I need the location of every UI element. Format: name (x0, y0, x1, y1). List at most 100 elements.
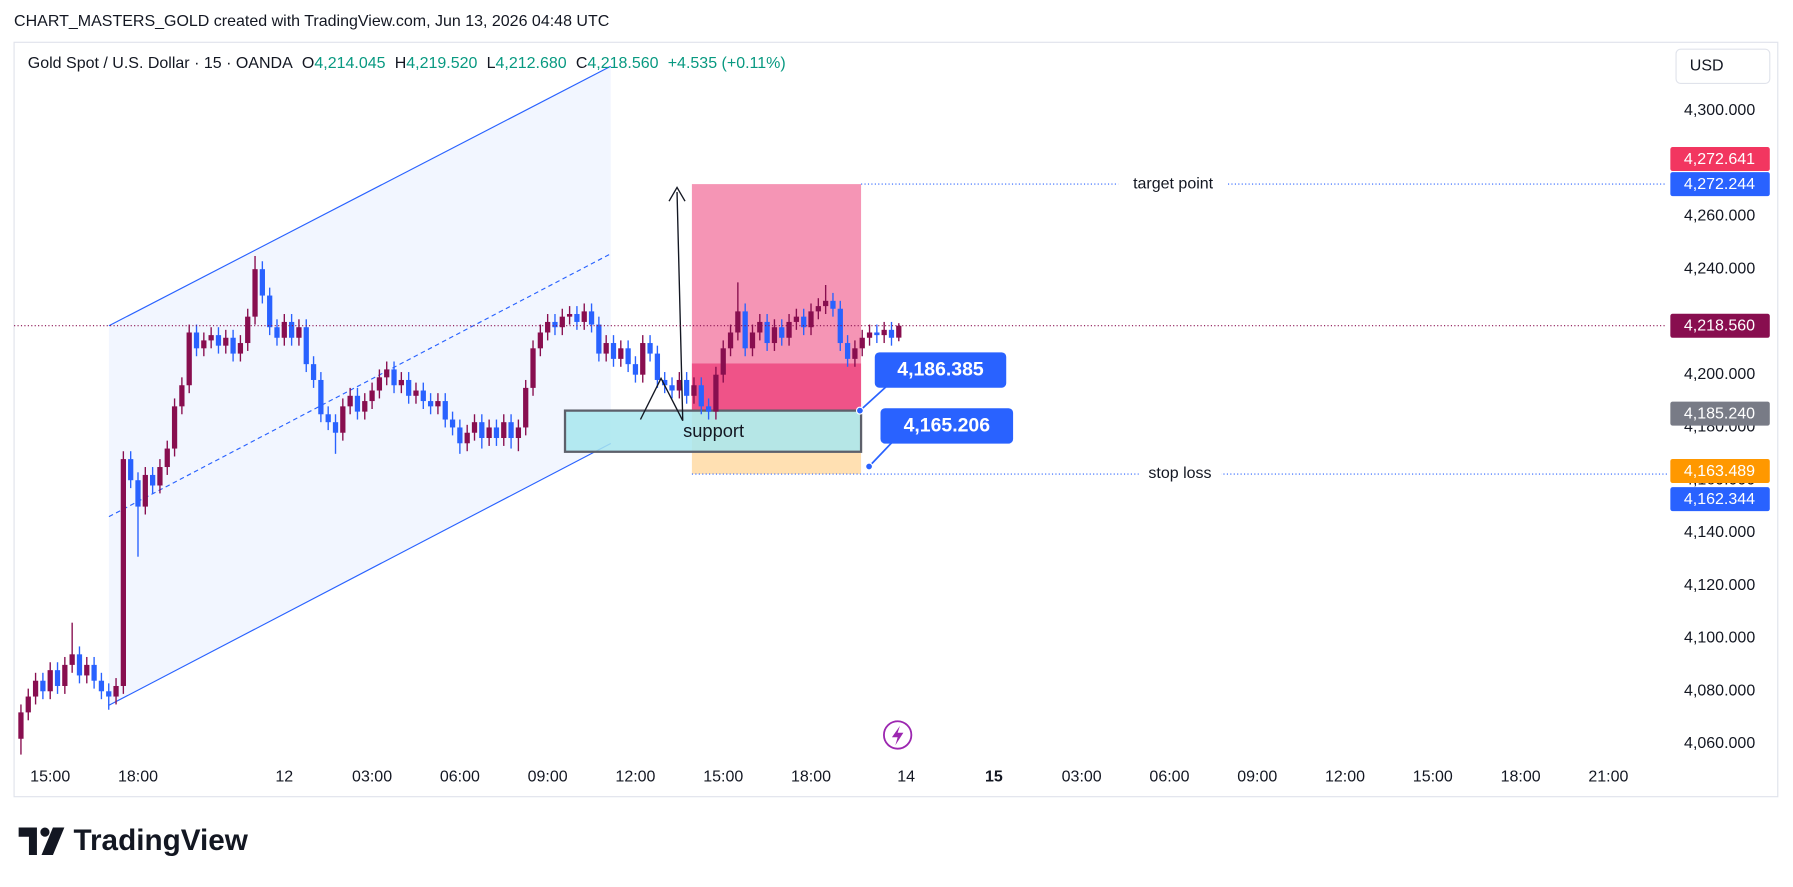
candle-body (362, 401, 368, 412)
candle-body (684, 379, 690, 396)
candle-body (142, 474, 148, 507)
candle-body (705, 406, 712, 412)
attribution: CHART_MASTERS_GOLD created with TradingV… (14, 13, 609, 30)
candle-body (523, 387, 529, 428)
x-tick-label: 18:00 (118, 768, 158, 785)
candle-body (596, 324, 602, 354)
candle-body (376, 377, 383, 391)
candle-body (18, 712, 24, 739)
icon-bolt[interactable] (891, 725, 904, 746)
candle-body (347, 395, 353, 407)
x-tick-label: 18:00 (791, 768, 831, 785)
legend-value: 4,218.560 (587, 55, 658, 72)
candle-body (340, 406, 346, 433)
y-tick-label: 4,260.000 (1684, 208, 1755, 225)
candle-body (354, 395, 361, 412)
candle-body (179, 385, 185, 407)
candle-body (62, 664, 68, 686)
candle-body (98, 680, 105, 692)
x-tick-label: 12 (275, 768, 293, 785)
overlay: 4,060.000 4,080.000 4,100.000 4,120.000 4,14… (14, 102, 1770, 786)
candle-body (588, 311, 595, 325)
candle-body (479, 422, 485, 439)
candle-body (369, 390, 375, 402)
price-label: 4,185.240 (1684, 405, 1755, 422)
candle-body (413, 390, 419, 396)
candle-body (76, 654, 83, 676)
candle-body (435, 401, 441, 407)
candle-body (69, 654, 75, 665)
label-bg (1138, 463, 1222, 485)
candle-body (654, 353, 661, 380)
candle-body (420, 390, 426, 402)
candle-body (384, 369, 390, 378)
candle-body (296, 327, 302, 338)
currency-button[interactable] (1675, 48, 1771, 85)
x-tick-label: 15:00 (1413, 768, 1453, 785)
price-label: 4,162.344 (1684, 491, 1755, 508)
y-tick-label: 4,060.000 (1684, 735, 1755, 752)
price-label: 4,218.560 (1684, 318, 1755, 335)
callout-anchor (865, 462, 874, 471)
callout-box (880, 408, 1014, 444)
candle-body (391, 369, 397, 386)
candle-body (471, 422, 478, 433)
x-tick-label: 12:00 (1325, 768, 1365, 785)
candle-body (888, 329, 895, 338)
legend-value: 4,214.045 (314, 55, 385, 72)
candle-body (40, 680, 46, 692)
y-tick-label: 4,080.000 (1684, 682, 1755, 699)
candle-body (559, 316, 565, 328)
candle-body (603, 343, 609, 354)
price-label: 4,163.489 (1684, 463, 1755, 480)
candle-body (662, 379, 668, 386)
candle-body (201, 340, 207, 349)
candle-body (288, 321, 295, 338)
candle-body (881, 329, 887, 336)
candle-body (398, 379, 404, 386)
candle-body (406, 379, 412, 396)
y-tick-label: 4,200.000 (1684, 366, 1755, 383)
candle-body (852, 348, 858, 359)
logo-text: TradingView (74, 824, 249, 857)
candle-body (713, 374, 719, 412)
candle-body (632, 364, 639, 375)
candle-body (508, 422, 514, 439)
candle-body (303, 327, 309, 365)
candle-body (171, 406, 178, 449)
candle-body (449, 419, 456, 428)
candle-body (318, 379, 324, 415)
x-tick-label: 15:00 (30, 768, 70, 785)
price-label: 4,272.641 (1684, 151, 1755, 168)
candle-body (545, 321, 551, 333)
candle-body (727, 332, 734, 349)
candle-body (749, 332, 756, 349)
candle-body (245, 316, 251, 344)
replay-icon[interactable] (883, 720, 913, 750)
candle-body (574, 314, 580, 322)
x-tick-label: 03:00 (1062, 768, 1102, 785)
candle-body (618, 348, 624, 359)
candle-body (84, 664, 90, 676)
currency[interactable]: USD (1690, 58, 1724, 75)
candle-body (874, 332, 880, 336)
channel-lower (108, 442, 612, 706)
legend-change: +4.535 (+0.11%) (668, 55, 786, 72)
candle-body (859, 337, 865, 349)
x-tick-label: 15 (985, 768, 1003, 785)
candle-body (676, 379, 682, 391)
candle-body (493, 427, 500, 439)
candle-body (610, 343, 617, 359)
logo-shape (40, 827, 50, 837)
support-zone (563, 409, 863, 453)
candle-body (837, 308, 843, 344)
candle-body (757, 321, 763, 333)
y-tick-label: 4,140.000 (1684, 524, 1755, 541)
candle-body (844, 343, 851, 359)
candle-body (332, 422, 339, 433)
callout-label: 4,165.206 (904, 415, 991, 437)
candle-body (215, 335, 222, 346)
candle-body (552, 321, 558, 328)
